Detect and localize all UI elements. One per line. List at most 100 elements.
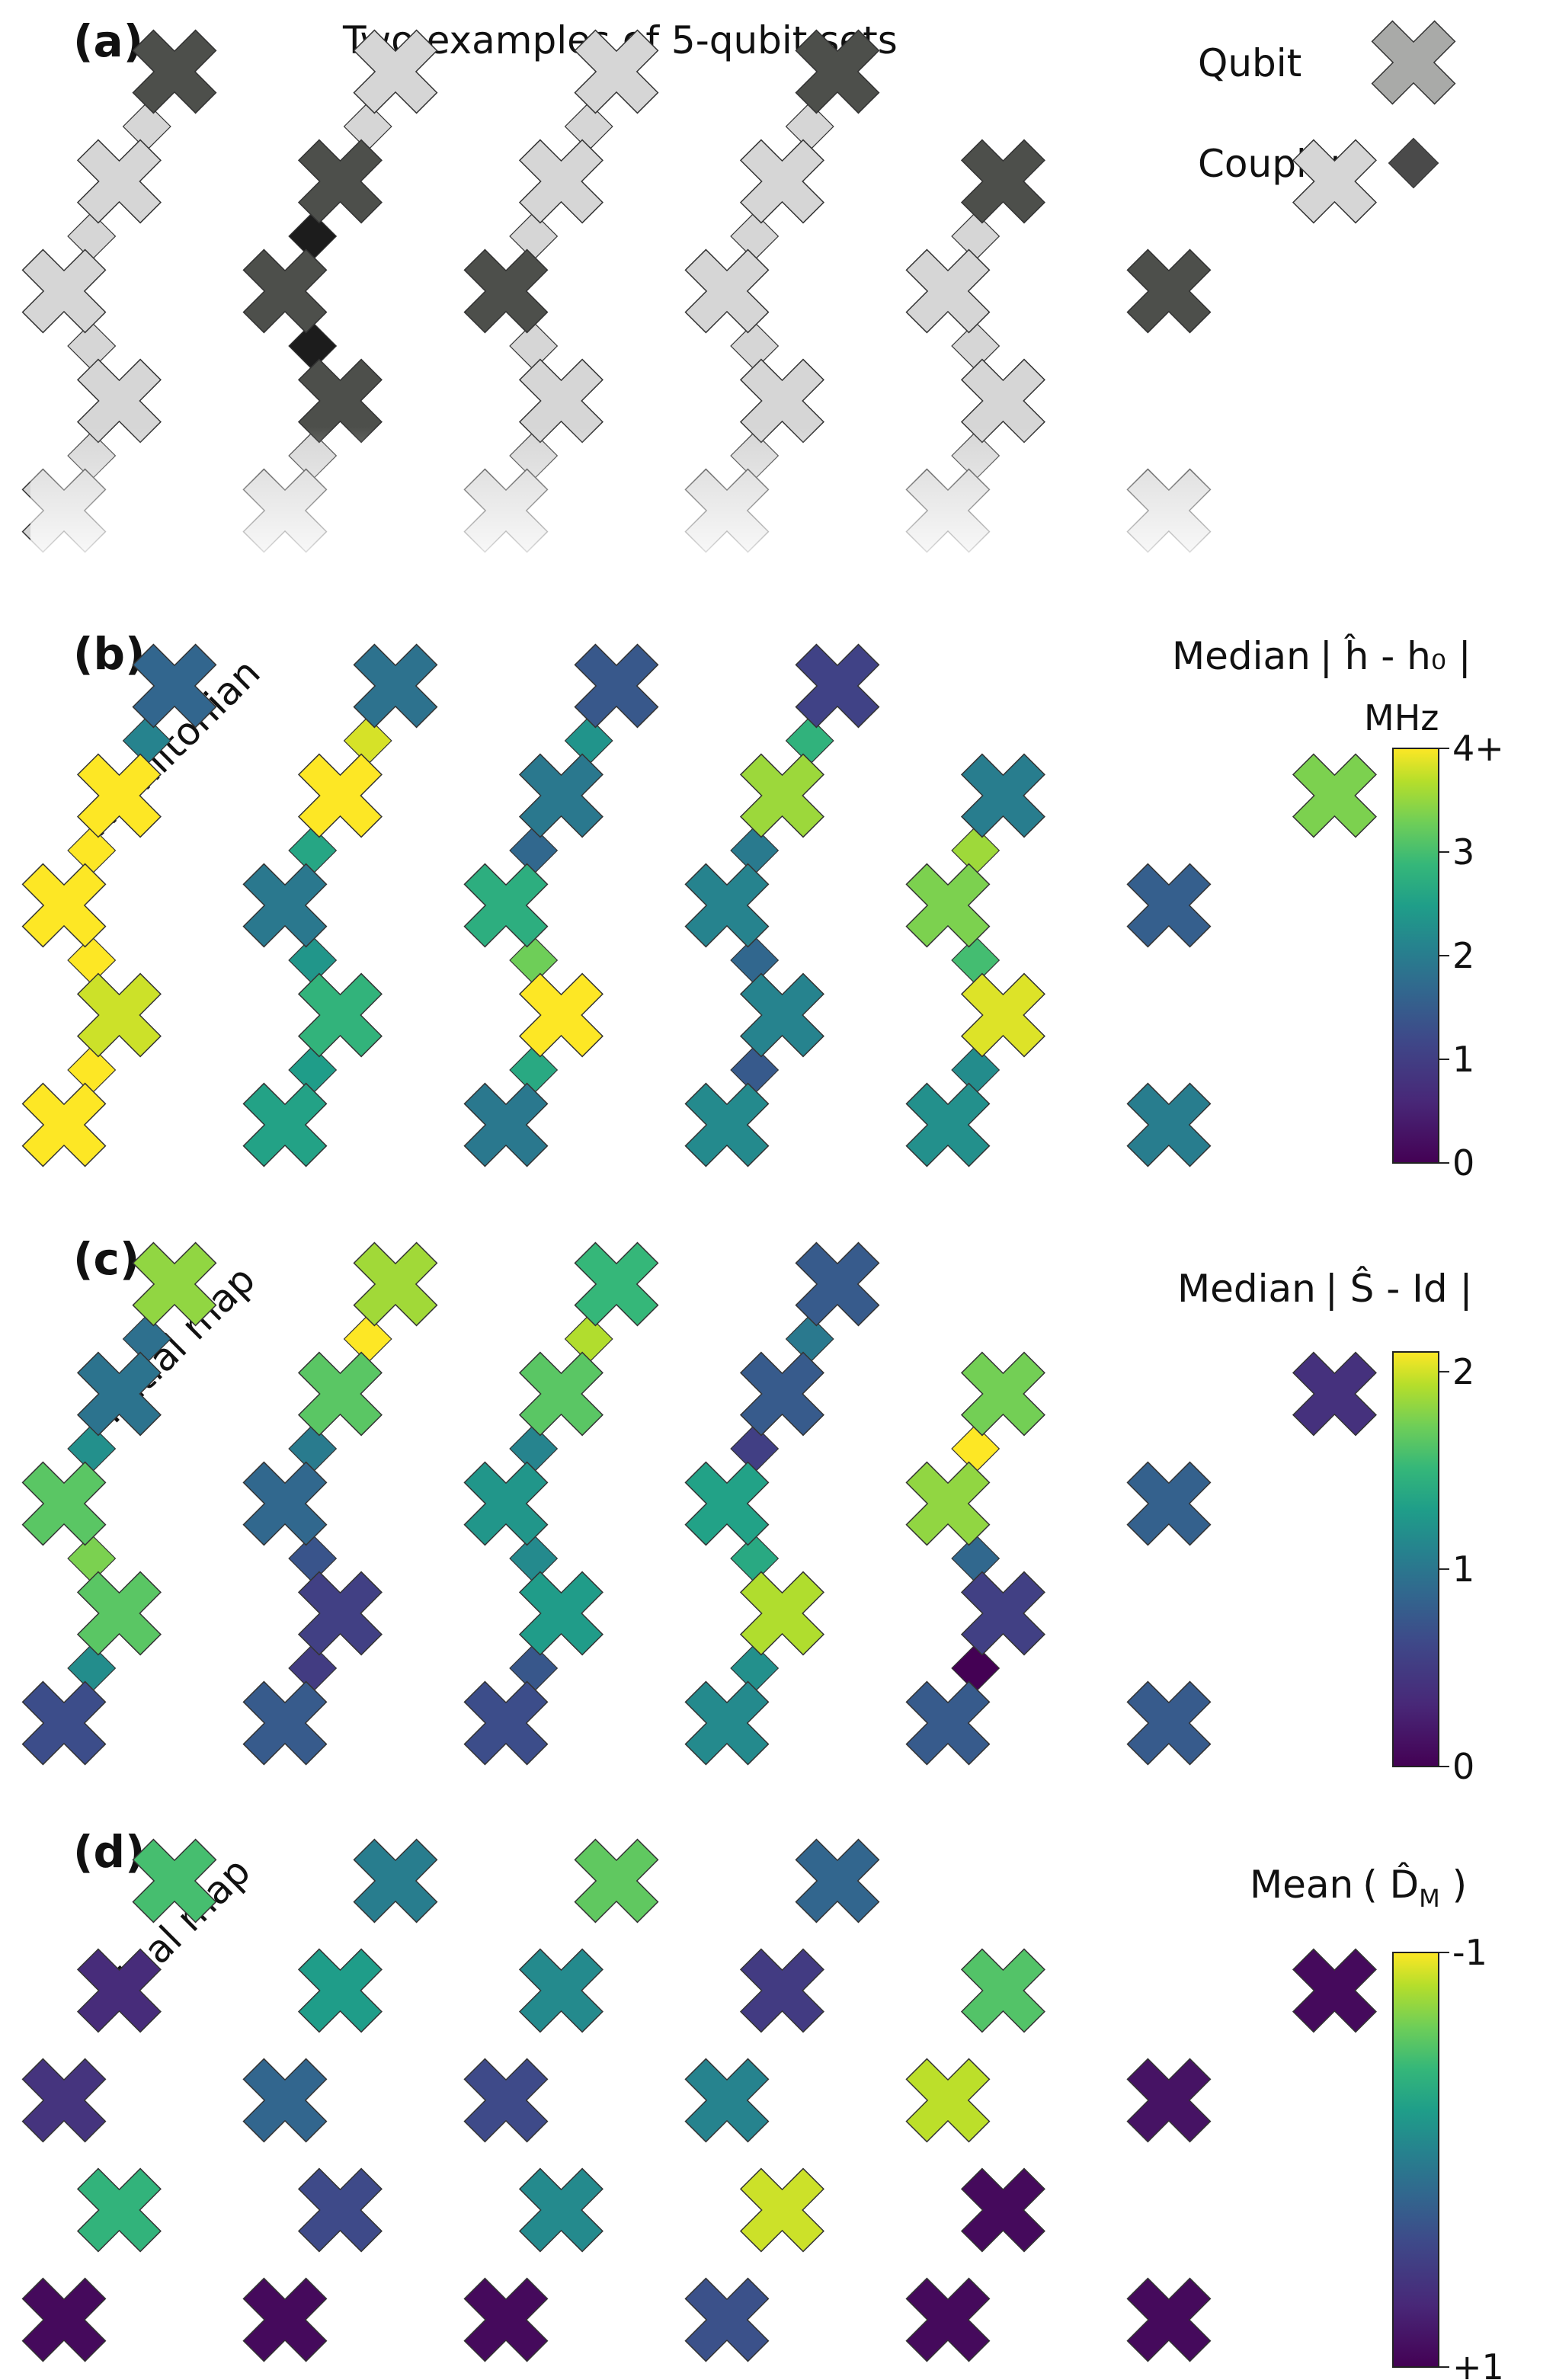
qubit: [242, 1680, 328, 1766]
qubit: [463, 1680, 549, 1766]
coupler: [509, 1046, 559, 1094]
lattice-panel-d: [21, 1838, 1377, 2362]
qubit: [574, 1838, 659, 1924]
coupler: [785, 102, 834, 151]
panel-label-b: (b): [73, 628, 146, 680]
colorbar-tick-label: 4+: [1452, 728, 1504, 769]
coupler: [951, 1534, 1001, 1583]
qubit: [297, 1351, 383, 1437]
qubit: [353, 643, 438, 729]
qubit: [960, 753, 1045, 838]
qubit: [960, 139, 1045, 224]
coupler: [951, 1644, 1001, 1693]
qubit: [353, 1241, 438, 1327]
qubit: [297, 1948, 383, 2033]
qubit: [574, 29, 659, 114]
coupler: [951, 1046, 1001, 1094]
qubit: [1126, 2277, 1212, 2362]
coupler: [730, 1424, 780, 1473]
qubit: [76, 2167, 162, 2253]
qubit: [905, 248, 991, 334]
coupler: [288, 1046, 338, 1094]
coupler: [67, 1534, 117, 1583]
colorbar-tick-label: 0: [1452, 1746, 1474, 1787]
colorbar-tick-label: +1: [1452, 2346, 1504, 2380]
coupler: [509, 1424, 559, 1473]
coupler: [730, 212, 780, 261]
qubit: [684, 2058, 770, 2143]
qubit: [297, 2167, 383, 2253]
legend-qubit-icon: [1371, 20, 1456, 105]
coupler: [509, 826, 559, 875]
coupler: [730, 826, 780, 875]
qubit: [297, 1571, 383, 1656]
colorbar-tick-label: -1: [1452, 1932, 1487, 1973]
qubit: [463, 2277, 549, 2362]
coupler: [509, 1534, 559, 1583]
qubit: [960, 1948, 1045, 2033]
qubit: [739, 753, 824, 838]
coupler: [67, 936, 117, 985]
coupler: [564, 102, 613, 151]
qubit: [739, 1351, 824, 1437]
qubit: [518, 1948, 604, 2033]
coupler: [288, 1644, 338, 1693]
qubit: [684, 1461, 770, 1546]
qubit: [76, 753, 162, 838]
qubit: [795, 29, 880, 114]
colorbar-c: [1392, 1351, 1439, 1767]
panel-label-d: (d): [73, 1826, 146, 1878]
qubit: [518, 753, 604, 838]
coupler: [509, 1644, 559, 1693]
qubit: [21, 2058, 107, 2143]
colorbar-c-title: Median | Ŝ - Id |: [1177, 1266, 1472, 1311]
coupler: [67, 212, 117, 261]
qubit: [684, 248, 770, 334]
fade-overlay: [30, 427, 1402, 579]
qubit: [739, 1948, 824, 2033]
panel-label-c: (c): [73, 1233, 139, 1285]
qubit: [518, 1571, 604, 1656]
qubit: [684, 863, 770, 948]
qubit: [1126, 1461, 1212, 1546]
qubit: [574, 643, 659, 729]
panel-label-a: (a): [73, 15, 143, 67]
colorbar-b: [1392, 748, 1439, 1164]
qubit: [132, 643, 217, 729]
coupler: [288, 1424, 338, 1473]
qubit: [960, 972, 1045, 1058]
qubit: [518, 139, 604, 224]
qubit: [684, 1680, 770, 1766]
coupler: [67, 322, 117, 370]
coupler: [730, 1534, 780, 1583]
qubit: [21, 1680, 107, 1766]
coupler: [343, 102, 392, 151]
colorbar-tick-label: 1: [1452, 1549, 1474, 1590]
qubit: [297, 358, 383, 444]
qubit: [21, 248, 107, 334]
coupler: [785, 1315, 834, 1363]
qubit: [739, 1571, 824, 1656]
coupler: [951, 212, 1001, 261]
coupler: [122, 102, 171, 151]
qubit: [21, 1082, 107, 1168]
colorbar-c-ticks: 0 1 2: [1439, 1351, 1474, 1787]
colorbar-d: [1392, 1952, 1439, 2368]
qubit: [1126, 863, 1212, 948]
qubit: [739, 2167, 824, 2253]
qubit: [297, 139, 383, 224]
coupler: [288, 322, 338, 370]
colorbar-tick-label: 3: [1452, 831, 1474, 873]
qubit: [76, 1351, 162, 1437]
qubit: [242, 863, 328, 948]
qubit: [21, 863, 107, 948]
coupler: [730, 936, 780, 985]
colorbar-b-unit: MHz: [1364, 697, 1439, 738]
qubit: [905, 2058, 991, 2143]
legend-coupler-shape: [1388, 137, 1439, 189]
coupler: [288, 936, 338, 985]
lattice-panel-b: [21, 643, 1377, 1168]
qubit: [518, 358, 604, 444]
qubit: [242, 2058, 328, 2143]
qubit: [463, 1082, 549, 1168]
